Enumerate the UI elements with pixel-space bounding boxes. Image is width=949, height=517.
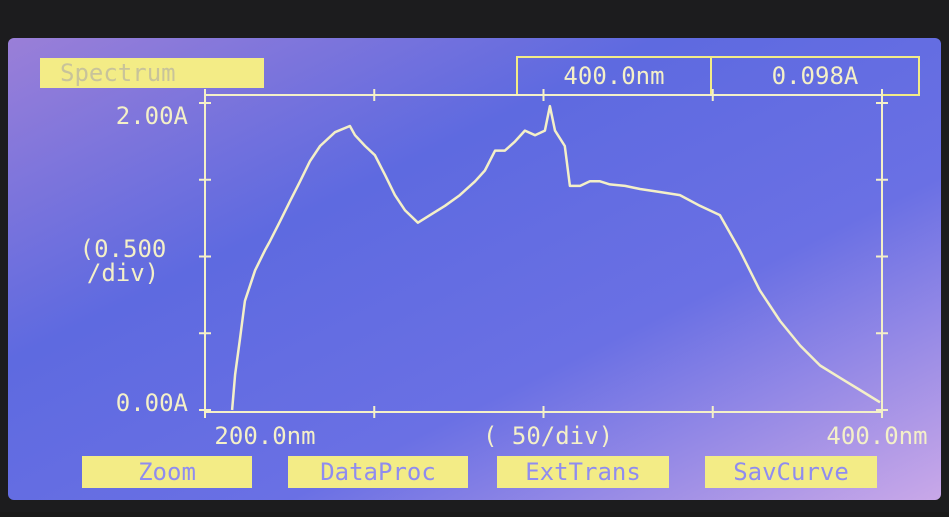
screen-photo: Spectrum 400.0nm 0.098A (0.500 /div) ( 5…	[0, 0, 949, 512]
y-scale-label: /div)	[87, 259, 159, 287]
x-tick-label: 400.0nm	[826, 422, 927, 450]
mode-label: Spectrum	[60, 59, 176, 87]
softkey[interactable]: SavCurve	[733, 458, 849, 486]
wavelength-readout: 400.0nm	[563, 62, 664, 90]
softkey[interactable]: DataProc	[320, 458, 436, 486]
softkey[interactable]: ExtTrans	[525, 458, 641, 486]
y-tick-label: 2.00A	[116, 102, 189, 130]
y-tick-label: 0.00A	[116, 389, 189, 417]
x-tick-label: 200.0nm	[214, 422, 315, 450]
absorbance-readout: 0.098A	[772, 62, 859, 90]
softkey[interactable]: Zoom	[138, 458, 196, 486]
x-scale-label: ( 50/div)	[483, 422, 613, 450]
